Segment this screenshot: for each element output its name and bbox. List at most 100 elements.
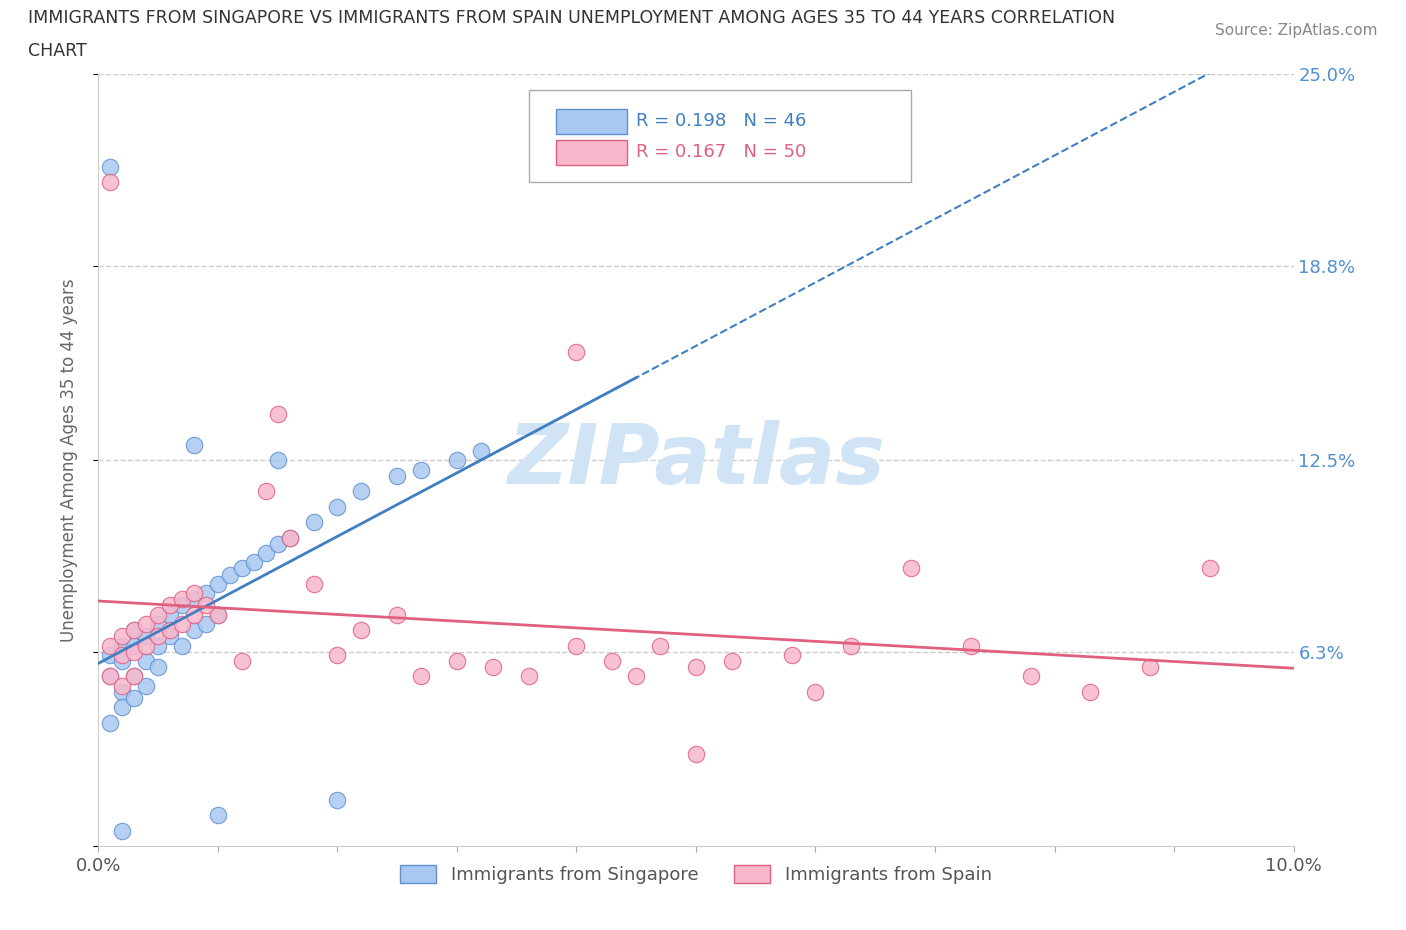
Point — [243, 555, 266, 570]
Point — [411, 669, 433, 684]
Point — [195, 598, 218, 613]
Point — [98, 175, 122, 190]
Point — [626, 669, 648, 684]
Point — [135, 654, 157, 669]
Point — [135, 678, 157, 693]
Point — [231, 654, 253, 669]
Point — [302, 577, 325, 591]
Point — [159, 598, 181, 613]
Point — [124, 691, 146, 706]
Legend: Immigrants from Singapore, Immigrants from Spain: Immigrants from Singapore, Immigrants fr… — [392, 857, 1000, 891]
Point — [98, 160, 122, 175]
Point — [135, 617, 157, 631]
Text: ZIPatlas: ZIPatlas — [508, 419, 884, 501]
Point — [565, 638, 588, 653]
Point — [278, 530, 301, 545]
Point — [111, 823, 134, 838]
Point — [1199, 561, 1222, 576]
Point — [350, 484, 373, 498]
Point — [219, 567, 242, 582]
Point — [385, 607, 409, 622]
Text: R = 0.167   N = 50: R = 0.167 N = 50 — [637, 143, 807, 162]
Point — [254, 546, 277, 561]
Point — [183, 437, 205, 452]
Point — [148, 629, 170, 644]
Point — [183, 586, 205, 601]
Point — [124, 623, 146, 638]
Point — [183, 591, 205, 606]
Point — [207, 607, 229, 622]
Point — [446, 654, 468, 669]
Point — [98, 647, 122, 662]
Point — [326, 792, 349, 807]
Point — [124, 644, 146, 659]
Point — [1080, 684, 1102, 699]
Point — [98, 638, 122, 653]
Point — [111, 700, 134, 715]
Point — [159, 629, 181, 644]
Point — [183, 607, 205, 622]
Point — [411, 462, 433, 477]
Point — [326, 499, 349, 514]
Point — [517, 669, 540, 684]
Point — [207, 808, 229, 823]
Point — [231, 561, 253, 576]
Point — [98, 669, 122, 684]
Point — [470, 444, 492, 458]
Point — [124, 669, 146, 684]
Point — [172, 598, 194, 613]
Point — [482, 659, 505, 674]
Point — [124, 623, 146, 638]
Point — [172, 638, 194, 653]
Point — [721, 654, 744, 669]
Point — [148, 638, 170, 653]
Point — [780, 647, 803, 662]
Point — [207, 607, 229, 622]
Point — [602, 654, 624, 669]
Point — [326, 647, 349, 662]
Point — [960, 638, 983, 653]
Y-axis label: Unemployment Among Ages 35 to 44 years: Unemployment Among Ages 35 to 44 years — [59, 279, 77, 642]
Point — [172, 591, 194, 606]
Point — [446, 453, 468, 468]
Point — [900, 561, 922, 576]
Point — [195, 617, 218, 631]
Point — [111, 638, 134, 653]
Point — [111, 684, 134, 699]
Point — [207, 577, 229, 591]
Point — [148, 659, 170, 674]
Text: CHART: CHART — [28, 42, 87, 60]
Point — [111, 678, 134, 693]
Point — [278, 530, 301, 545]
Point — [350, 623, 373, 638]
Point — [254, 484, 277, 498]
Point — [385, 469, 409, 484]
Point — [1019, 669, 1042, 684]
Point — [302, 514, 325, 529]
Point — [111, 647, 134, 662]
Point — [195, 586, 218, 601]
FancyBboxPatch shape — [557, 109, 627, 134]
Point — [98, 715, 122, 730]
Point — [267, 453, 290, 468]
Point — [135, 638, 157, 653]
Text: R = 0.198   N = 46: R = 0.198 N = 46 — [637, 113, 807, 130]
Point — [685, 746, 707, 761]
Point — [172, 617, 194, 631]
Point — [650, 638, 672, 653]
Point — [267, 537, 290, 551]
Point — [148, 617, 170, 631]
Point — [111, 654, 134, 669]
Point — [159, 623, 181, 638]
Point — [267, 406, 290, 421]
Point — [804, 684, 827, 699]
FancyBboxPatch shape — [529, 90, 911, 182]
Point — [124, 638, 146, 653]
Point — [1139, 659, 1161, 674]
Point — [124, 669, 146, 684]
Point — [148, 607, 170, 622]
Point — [183, 623, 205, 638]
Point — [565, 345, 588, 360]
Point — [135, 629, 157, 644]
Point — [159, 607, 181, 622]
